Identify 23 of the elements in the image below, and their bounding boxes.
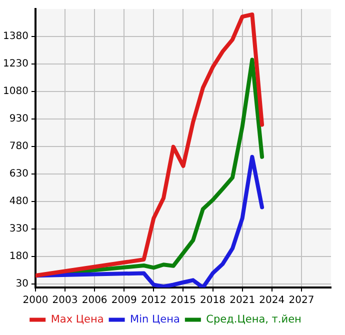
y-tick-label: 1230 bbox=[2, 58, 28, 70]
y-tick-label: 780 bbox=[9, 141, 28, 152]
x-tick-label: 2015 bbox=[170, 295, 196, 306]
y-tick-label: 1080 bbox=[2, 86, 28, 98]
y-tick-label: 630 bbox=[9, 168, 28, 180]
y-tick-label: 330 bbox=[9, 223, 28, 234]
x-tick-label: 2027 bbox=[288, 295, 314, 306]
y-tick-label: 480 bbox=[9, 196, 28, 207]
x-tick-label: 2003 bbox=[52, 295, 78, 306]
x-tick-label: 2021 bbox=[230, 295, 256, 306]
legend-label: Min Цена bbox=[130, 313, 180, 326]
y-tick-label: 930 bbox=[9, 114, 28, 125]
x-tick-label: 2009 bbox=[111, 295, 137, 306]
x-tick-label: 2024 bbox=[259, 295, 285, 306]
y-tick-label: 30 bbox=[16, 278, 28, 290]
y-tick-label: 1380 bbox=[2, 31, 28, 42]
legend-label: Max Цена bbox=[50, 313, 104, 326]
x-tick-label: 2012 bbox=[140, 295, 166, 306]
y-tick-label: 180 bbox=[9, 250, 28, 262]
legend-label: Сред.Цена, т.йен bbox=[206, 313, 302, 326]
x-tick-label: 2006 bbox=[82, 295, 108, 306]
x-tick-label: 2000 bbox=[22, 295, 48, 306]
x-tick-label: 2018 bbox=[200, 295, 226, 306]
